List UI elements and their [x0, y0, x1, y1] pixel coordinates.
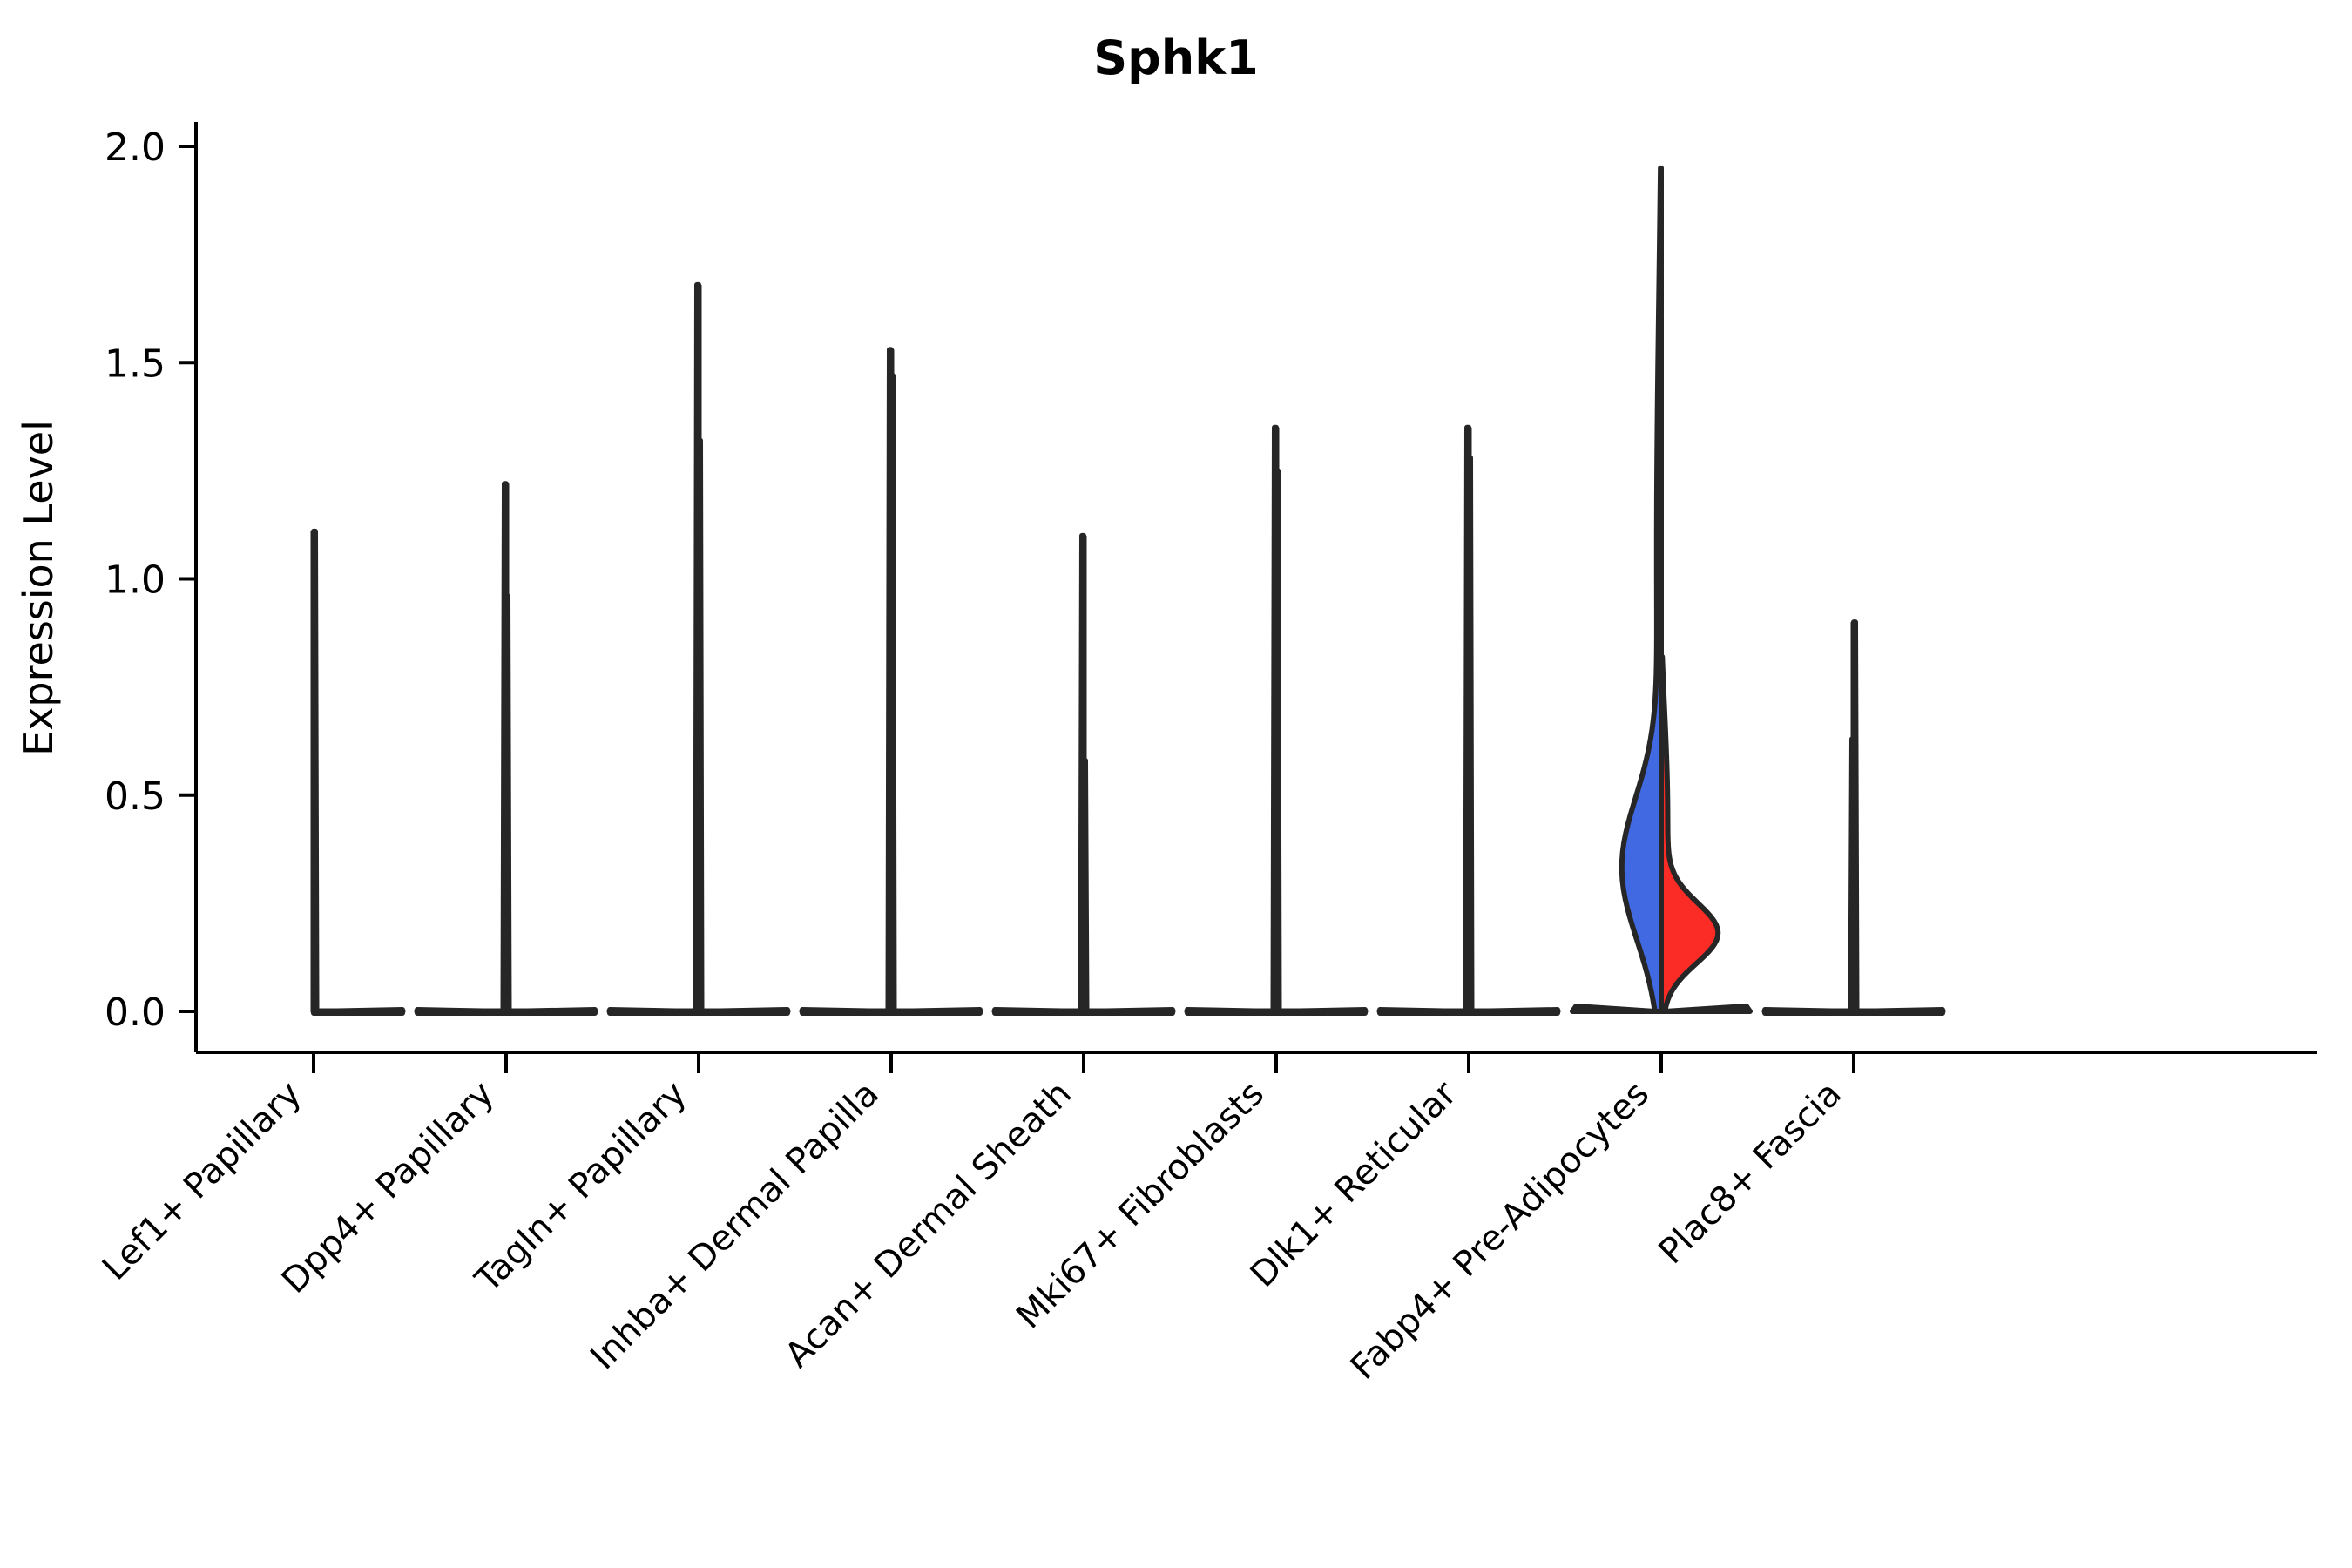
- page-title: Sphk1: [1093, 30, 1258, 85]
- violin-group: [414, 481, 598, 1016]
- x-tick-label: TagIn+ Papillary: [468, 1074, 694, 1301]
- violin-group: [1184, 424, 1369, 1016]
- y-axis-label: Expression Level: [15, 420, 62, 756]
- y-tick-label: 0.0: [105, 990, 166, 1035]
- x-axis-ticks: [312, 1052, 1855, 1073]
- y-tick-label: 1.5: [105, 341, 166, 386]
- y-axis-ticks: 0.0 0.5 1.0 1.5 2.0: [105, 125, 196, 1035]
- violin-group: [1570, 165, 1753, 1014]
- violin-group: [1761, 619, 1946, 1016]
- violin-half-right: [1851, 619, 1945, 1016]
- violin-half-right: [1081, 758, 1175, 1016]
- violin-half-right: [889, 373, 983, 1016]
- y-tick-label: 1.0: [105, 558, 166, 603]
- violin-group: [310, 528, 406, 1016]
- violin-half-right: [1659, 653, 1753, 1014]
- violin-half-left: [1762, 736, 1856, 1016]
- y-tick-label: 2.0: [105, 125, 166, 170]
- violin-series-group: [310, 165, 1946, 1016]
- violin-half-left: [1377, 424, 1471, 1016]
- violin-half-right: [1274, 468, 1368, 1016]
- violin-half-right: [504, 593, 598, 1016]
- x-tick-label: Plac8+ Fascia: [1652, 1074, 1850, 1273]
- violin-half-right: [696, 437, 790, 1016]
- x-tick-label: Dpp4+ Papillary: [274, 1074, 502, 1301]
- violin-group: [799, 347, 983, 1016]
- violin-group: [1376, 424, 1561, 1016]
- x-tick-label: Dlk1+ Reticular: [1243, 1073, 1465, 1295]
- violin-half-left: [415, 481, 509, 1016]
- violin-half-right: [1466, 455, 1560, 1016]
- violin-group: [991, 532, 1176, 1016]
- violin-half-left: [1570, 165, 1664, 1014]
- y-tick-label: 0.5: [105, 774, 166, 819]
- violin-half-left: [992, 532, 1086, 1016]
- violin-half-left: [800, 347, 894, 1016]
- violin-group: [606, 281, 791, 1016]
- violin-half-right: [311, 528, 405, 1016]
- x-tick-label: Lef1+ Papillary: [95, 1074, 309, 1288]
- violin-half-left: [607, 281, 701, 1016]
- violin-half-left: [1185, 424, 1279, 1016]
